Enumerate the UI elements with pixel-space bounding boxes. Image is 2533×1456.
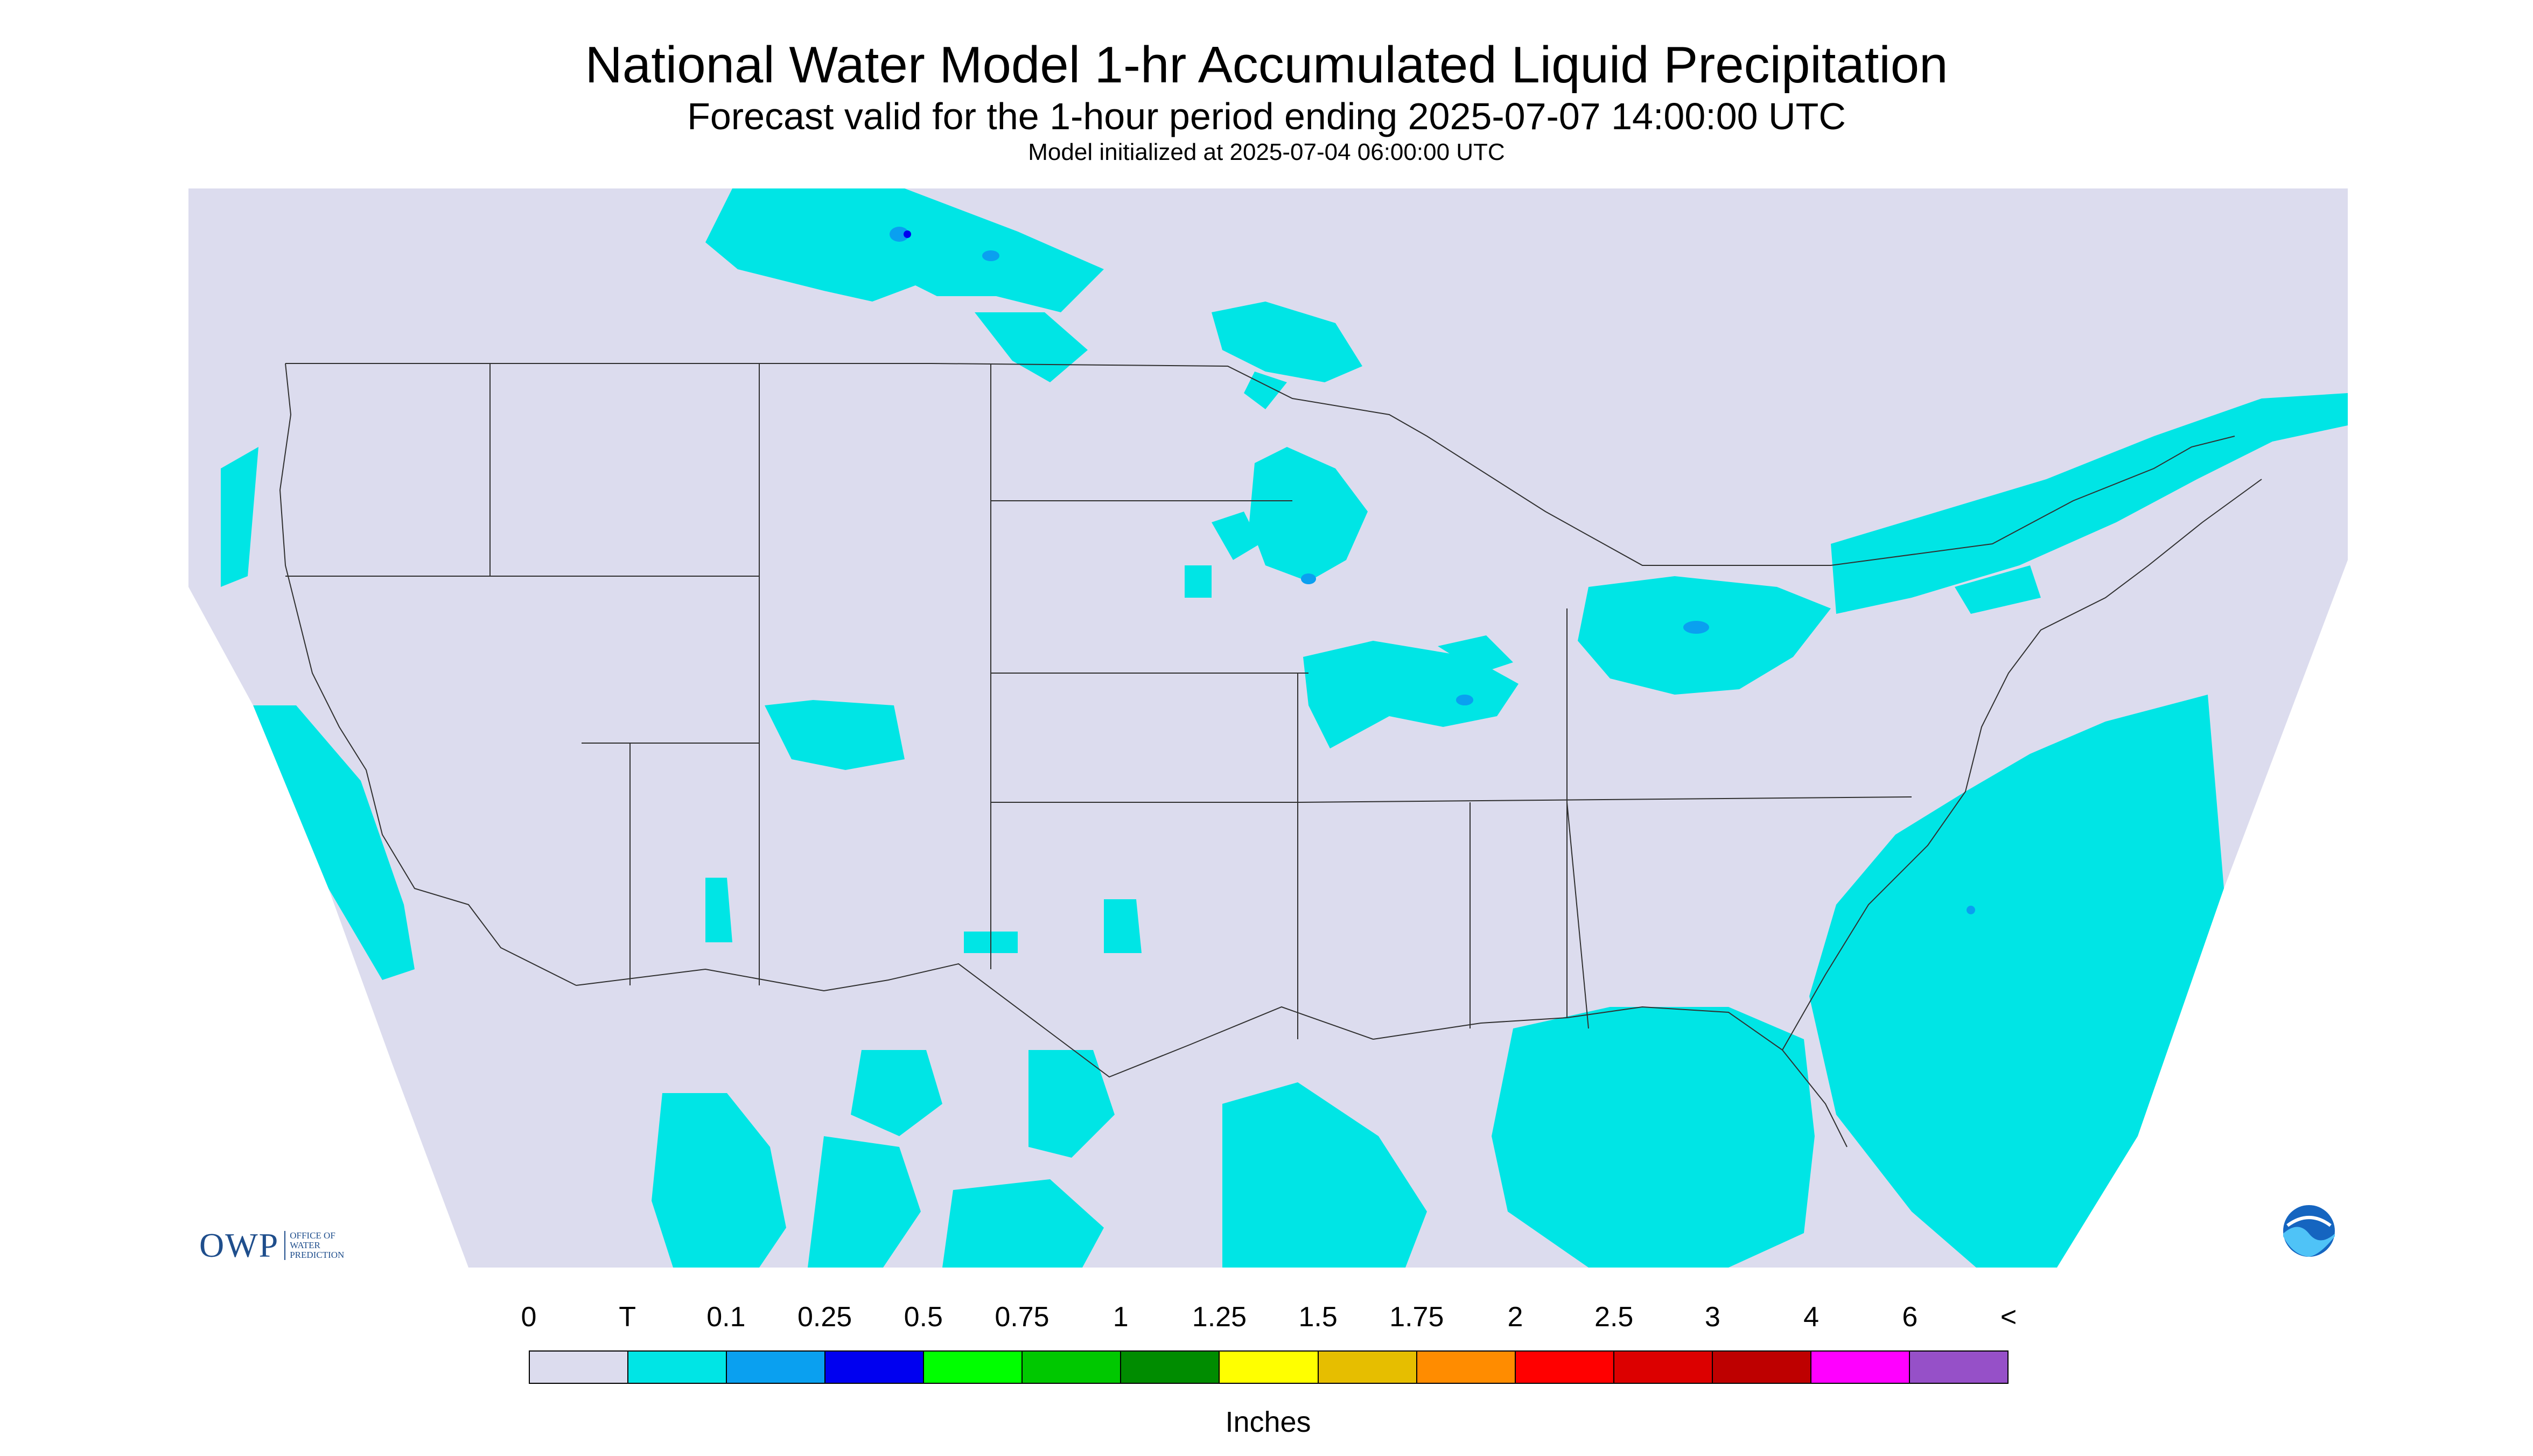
- map-subtitle: Forecast valid for the 1-hour period end…: [687, 95, 1846, 137]
- map-title: National Water Model 1-hr Accumulated Li…: [585, 36, 1948, 94]
- model-domain: [188, 188, 2348, 1268]
- legend-label-0: 0: [521, 1301, 537, 1333]
- model-init-text: Model initialized at 2025-07-04 06:00:00…: [1028, 139, 1505, 165]
- legend-swatch-12: [1712, 1352, 1811, 1383]
- legend-label-9: 1.75: [1389, 1301, 1444, 1333]
- boundary-lines: [279, 363, 2262, 1147]
- legend-unit: Inches: [1225, 1406, 1311, 1438]
- owp-logo-text-line: WATER: [290, 1240, 320, 1250]
- legend-label-11: 2.5: [1594, 1301, 1634, 1333]
- legend-swatch-3: [825, 1352, 925, 1383]
- legend-label-3: 0.25: [797, 1301, 852, 1333]
- legend-label-6: 1: [1112, 1301, 1129, 1333]
- owp-logo-text: OFFICE OF WATER PREDICTION: [284, 1231, 344, 1260]
- owp-logo: OWP OFFICE OF WATER PREDICTION: [199, 1226, 344, 1265]
- legend-colorbar: [529, 1350, 2009, 1384]
- legend-label-13: 4: [1803, 1301, 1820, 1333]
- legend-swatch-6: [1121, 1352, 1220, 1383]
- legend-swatch-2: [727, 1352, 826, 1383]
- legend-label-15: <: [2000, 1301, 2017, 1333]
- owp-logo-mark: OWP: [199, 1226, 279, 1264]
- legend-swatch-7: [1220, 1352, 1319, 1383]
- owp-logo-text-line: PREDICTION: [290, 1250, 345, 1260]
- owp-logo-text-line: OFFICE OF: [290, 1230, 335, 1241]
- legend-swatch-11: [1614, 1352, 1713, 1383]
- legend-label-2: 0.1: [706, 1301, 746, 1333]
- legend-swatch-14: [1909, 1352, 2007, 1383]
- legend-label-1: T: [619, 1301, 636, 1333]
- legend-label-7: 1.25: [1192, 1301, 1247, 1333]
- legend-label-14: 6: [1902, 1301, 1918, 1333]
- legend-swatch-0: [530, 1352, 629, 1383]
- legend-label-8: 1.5: [1298, 1301, 1338, 1333]
- legend-swatch-9: [1417, 1352, 1516, 1383]
- legend-label-5: 0.75: [995, 1301, 1049, 1333]
- legend-label-10: 2: [1507, 1301, 1523, 1333]
- legend-swatch-5: [1023, 1352, 1122, 1383]
- legend-swatch-1: [628, 1352, 727, 1383]
- precipitation-areas: [221, 188, 2348, 1268]
- legend-label-12: 3: [1704, 1301, 1720, 1333]
- legend-label-4: 0.5: [904, 1301, 943, 1333]
- legend-swatch-4: [924, 1352, 1023, 1383]
- precipitation-map: [188, 188, 2348, 1268]
- legend-swatch-13: [1811, 1352, 1910, 1383]
- noaa-logo-icon: [2283, 1205, 2335, 1257]
- legend-swatch-8: [1318, 1352, 1417, 1383]
- legend-swatch-10: [1515, 1352, 1614, 1383]
